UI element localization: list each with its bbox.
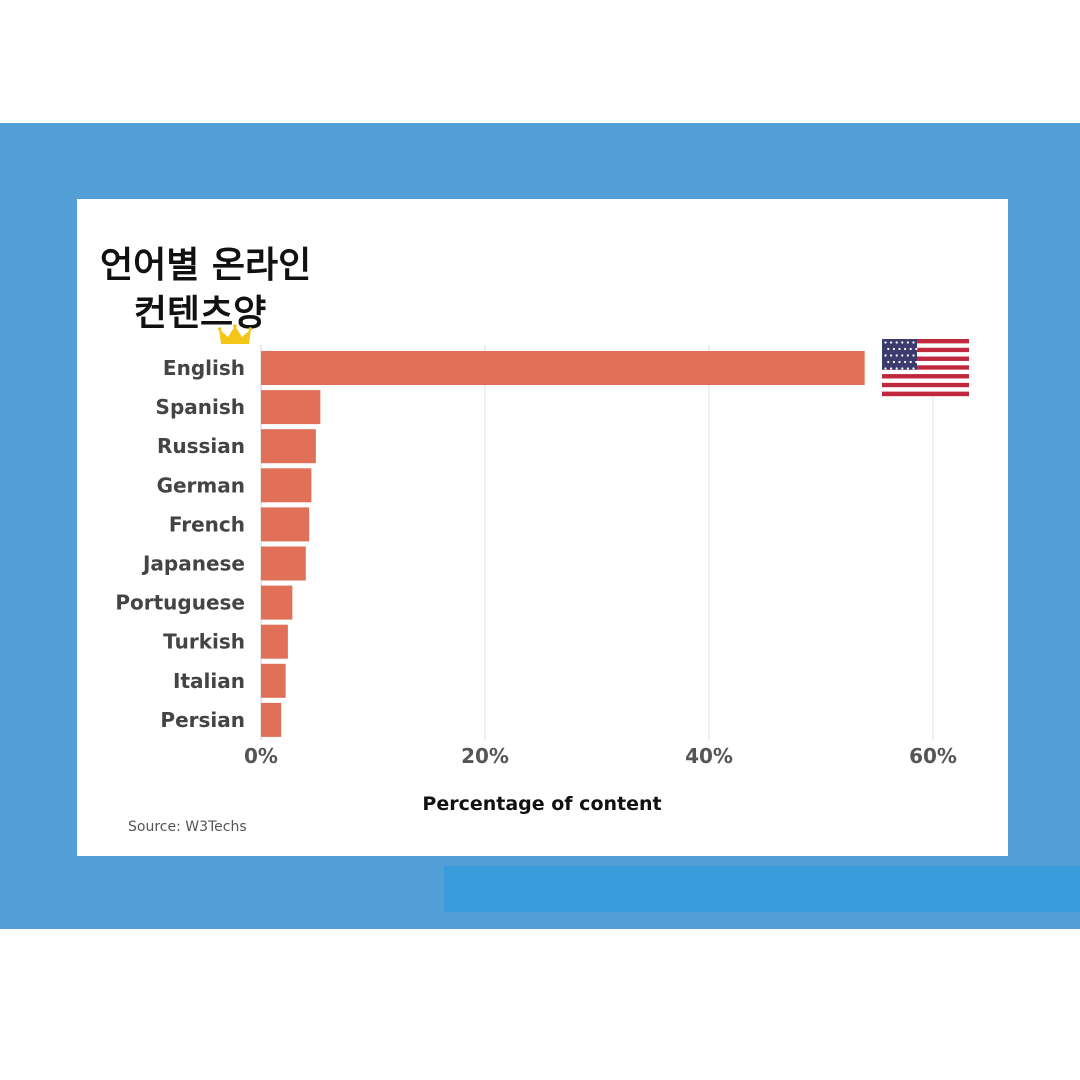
us-flag-icon [882,339,969,397]
flag-star [901,354,904,357]
category-label: English [163,356,245,380]
flag-stripe [882,382,969,388]
flag-stripe [882,339,969,344]
flag-star [895,341,898,344]
flag-star [906,367,910,370]
category-label: Japanese [141,552,245,576]
flag-stripe [882,369,969,375]
flag-star [892,347,896,351]
flag-star [884,354,887,357]
flag-stripe [882,360,969,366]
bars [261,351,865,737]
grid-lines [260,345,934,740]
flag-stripe [882,391,969,397]
flag-star [884,341,887,344]
flag-star [904,360,907,364]
flag-star [904,347,907,351]
bar-portuguese [261,585,293,620]
flag-star [887,347,890,351]
flag-star [912,367,915,370]
flag-star [909,360,912,364]
flag-stripe [882,347,969,353]
flag-star [912,341,915,344]
category-label: Spanish [156,395,245,419]
flag-canton [882,339,917,370]
flag-stripe [882,343,969,348]
flag-star [887,360,890,364]
flag-stripe [882,387,969,392]
category-label: Italian [173,669,245,693]
source-note: Source: W3Techs [128,819,247,835]
x-tick-labels: 0% 20% 40% 60% [244,744,957,768]
flag-star [901,367,904,370]
flag-stripe [882,365,969,370]
bar-french [261,507,310,542]
chart-card [77,199,1008,856]
flag-star [912,354,915,357]
flag-star [901,341,904,344]
flag-star [915,347,918,351]
category-label: French [169,512,245,536]
bar-spanish [261,390,321,425]
bar-english [261,351,865,385]
flag-star [906,341,910,344]
x-tick-label: 20% [461,744,509,768]
bar-italian [261,663,286,698]
x-tick-label: 40% [685,744,733,768]
x-tick-label: 60% [909,744,957,768]
flag-star [890,341,893,344]
blue-strip [444,866,1080,912]
bar-persian [261,702,282,737]
category-label: German [157,473,245,497]
category-label: Persian [160,708,245,732]
flag-star [884,367,887,370]
category-labels: English Spanish Russian German French Japanes… [115,356,245,732]
flag-stripe [882,356,969,362]
flag-stripe [882,378,969,384]
flag-star [890,354,893,357]
flag-star [895,367,898,370]
flag-star [890,367,893,370]
chart-title-line2: 컨텐츠양 [133,293,267,334]
chart-title-line1: 언어별 온라인 [100,245,312,286]
category-label: Russian [157,434,245,458]
flag-star [906,354,910,357]
flag-star [898,360,901,364]
flag-stripe [882,374,969,379]
crown-icon [218,324,252,344]
x-axis-label: Percentage of content [422,793,661,815]
flag-star [909,347,912,351]
bar-german [261,468,312,503]
flag-star [895,354,898,357]
bar-turkish [261,624,288,659]
category-label: Portuguese [115,591,245,615]
category-label: Turkish [163,630,245,654]
flag-star [898,347,901,351]
bar-russian [261,429,316,464]
x-tick-label: 0% [244,744,278,768]
bar-japanese [261,546,306,581]
flag-star [892,360,896,364]
flag-star [915,360,918,364]
flag-stripe [882,352,969,357]
